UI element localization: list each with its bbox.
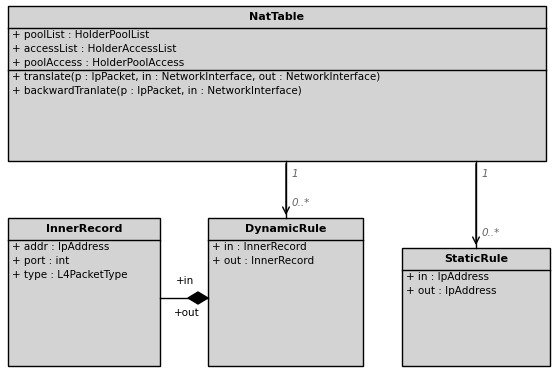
Bar xyxy=(8,6,546,161)
Text: + type : L4PacketType: + type : L4PacketType xyxy=(12,270,127,280)
Bar xyxy=(402,248,550,366)
Text: +in: +in xyxy=(176,276,194,286)
Text: InnerRecord: InnerRecord xyxy=(46,224,122,234)
Text: + translate(p : IpPacket, in : NetworkInterface, out : NetworkInterface): + translate(p : IpPacket, in : NetworkIn… xyxy=(12,72,380,82)
Text: 0..*: 0..* xyxy=(481,228,499,238)
Text: + addr : IpAddress: + addr : IpAddress xyxy=(12,242,109,252)
Text: + in : InnerRecord: + in : InnerRecord xyxy=(212,242,307,252)
Text: StaticRule: StaticRule xyxy=(444,254,508,264)
Text: 1: 1 xyxy=(481,169,488,179)
Text: + backwardTranlate(p : IpPacket, in : NetworkInterface): + backwardTranlate(p : IpPacket, in : Ne… xyxy=(12,86,302,96)
Text: 0..*: 0..* xyxy=(291,198,309,208)
Text: NatTable: NatTable xyxy=(249,12,305,22)
Polygon shape xyxy=(188,292,208,304)
Text: + out : IpAddress: + out : IpAddress xyxy=(406,286,497,296)
Text: + accessList : HolderAccessList: + accessList : HolderAccessList xyxy=(12,44,176,54)
Text: + port : int: + port : int xyxy=(12,256,69,266)
Bar xyxy=(208,218,363,366)
Bar xyxy=(8,218,160,366)
Text: 1: 1 xyxy=(291,169,297,179)
Text: + poolAccess : HolderPoolAccess: + poolAccess : HolderPoolAccess xyxy=(12,58,184,68)
Text: + out : InnerRecord: + out : InnerRecord xyxy=(212,256,314,266)
Text: +out: +out xyxy=(174,308,200,318)
Text: + poolList : HolderPoolList: + poolList : HolderPoolList xyxy=(12,30,149,40)
Text: DynamicRule: DynamicRule xyxy=(245,224,326,234)
Text: + in : IpAddress: + in : IpAddress xyxy=(406,272,489,282)
